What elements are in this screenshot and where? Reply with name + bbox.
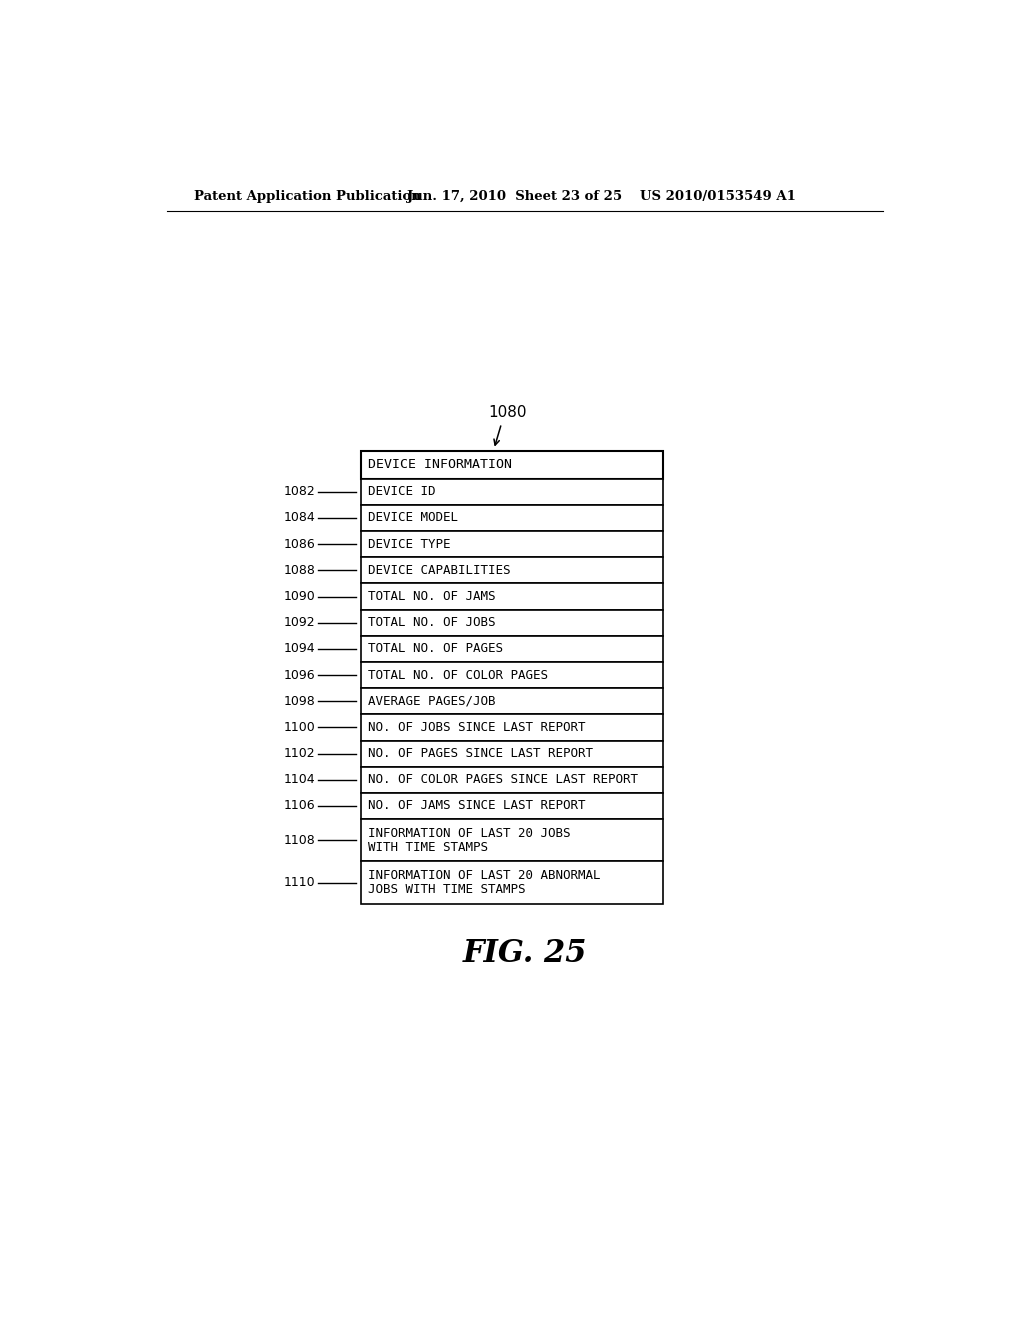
Text: DEVICE ID: DEVICE ID [369,486,436,499]
Text: 1100: 1100 [284,721,315,734]
Text: DEVICE CAPABILITIES: DEVICE CAPABILITIES [369,564,511,577]
Bar [360,688,663,714]
Text: 1088: 1088 [284,564,315,577]
Text: WITH TIME STAMPS: WITH TIME STAMPS [369,841,488,854]
Bar [360,818,663,862]
Text: NO. OF PAGES SINCE LAST REPORT: NO. OF PAGES SINCE LAST REPORT [369,747,593,760]
Text: TOTAL NO. OF PAGES: TOTAL NO. OF PAGES [369,643,503,656]
Bar [360,862,663,904]
Text: DEVICE INFORMATION: DEVICE INFORMATION [369,458,512,471]
Bar [360,636,663,663]
Text: Patent Application Publication: Patent Application Publication [194,190,421,203]
Text: TOTAL NO. OF COLOR PAGES: TOTAL NO. OF COLOR PAGES [369,668,548,681]
Bar [360,583,663,610]
Text: US 2010/0153549 A1: US 2010/0153549 A1 [640,190,796,203]
Text: NO. OF COLOR PAGES SINCE LAST REPORT: NO. OF COLOR PAGES SINCE LAST REPORT [369,774,638,787]
Text: NO. OF JAMS SINCE LAST REPORT: NO. OF JAMS SINCE LAST REPORT [369,800,586,813]
Text: 1092: 1092 [284,616,315,630]
Text: Jun. 17, 2010  Sheet 23 of 25: Jun. 17, 2010 Sheet 23 of 25 [407,190,623,203]
Bar [360,714,663,741]
Bar [360,610,663,636]
Bar [360,793,663,818]
Text: 1110: 1110 [284,876,315,890]
Text: 1106: 1106 [284,800,315,813]
Text: AVERAGE PAGES/JOB: AVERAGE PAGES/JOB [369,694,496,708]
Bar [360,741,663,767]
Bar [360,557,663,583]
Text: 1098: 1098 [284,694,315,708]
Text: 1108: 1108 [284,834,315,846]
Text: 1090: 1090 [284,590,315,603]
Bar [360,479,663,506]
Text: 1086: 1086 [284,537,315,550]
Text: 1084: 1084 [284,511,315,524]
Text: 1080: 1080 [488,405,527,420]
Bar [360,506,663,531]
Text: JOBS WITH TIME STAMPS: JOBS WITH TIME STAMPS [369,883,525,896]
Bar [360,767,663,793]
Text: TOTAL NO. OF JAMS: TOTAL NO. OF JAMS [369,590,496,603]
Bar [360,663,663,688]
Text: NO. OF JOBS SINCE LAST REPORT: NO. OF JOBS SINCE LAST REPORT [369,721,586,734]
Text: INFORMATION OF LAST 20 JOBS: INFORMATION OF LAST 20 JOBS [369,826,570,840]
Text: INFORMATION OF LAST 20 ABNORMAL: INFORMATION OF LAST 20 ABNORMAL [369,870,601,882]
Bar [360,531,663,557]
Text: 1102: 1102 [284,747,315,760]
Text: 1082: 1082 [284,486,315,499]
Text: FIG. 25: FIG. 25 [463,939,587,969]
Text: 1094: 1094 [284,643,315,656]
Text: DEVICE TYPE: DEVICE TYPE [369,537,451,550]
Text: DEVICE MODEL: DEVICE MODEL [369,511,459,524]
Text: 1096: 1096 [284,668,315,681]
Text: 1104: 1104 [284,774,315,787]
Text: TOTAL NO. OF JOBS: TOTAL NO. OF JOBS [369,616,496,630]
Bar [360,451,663,479]
